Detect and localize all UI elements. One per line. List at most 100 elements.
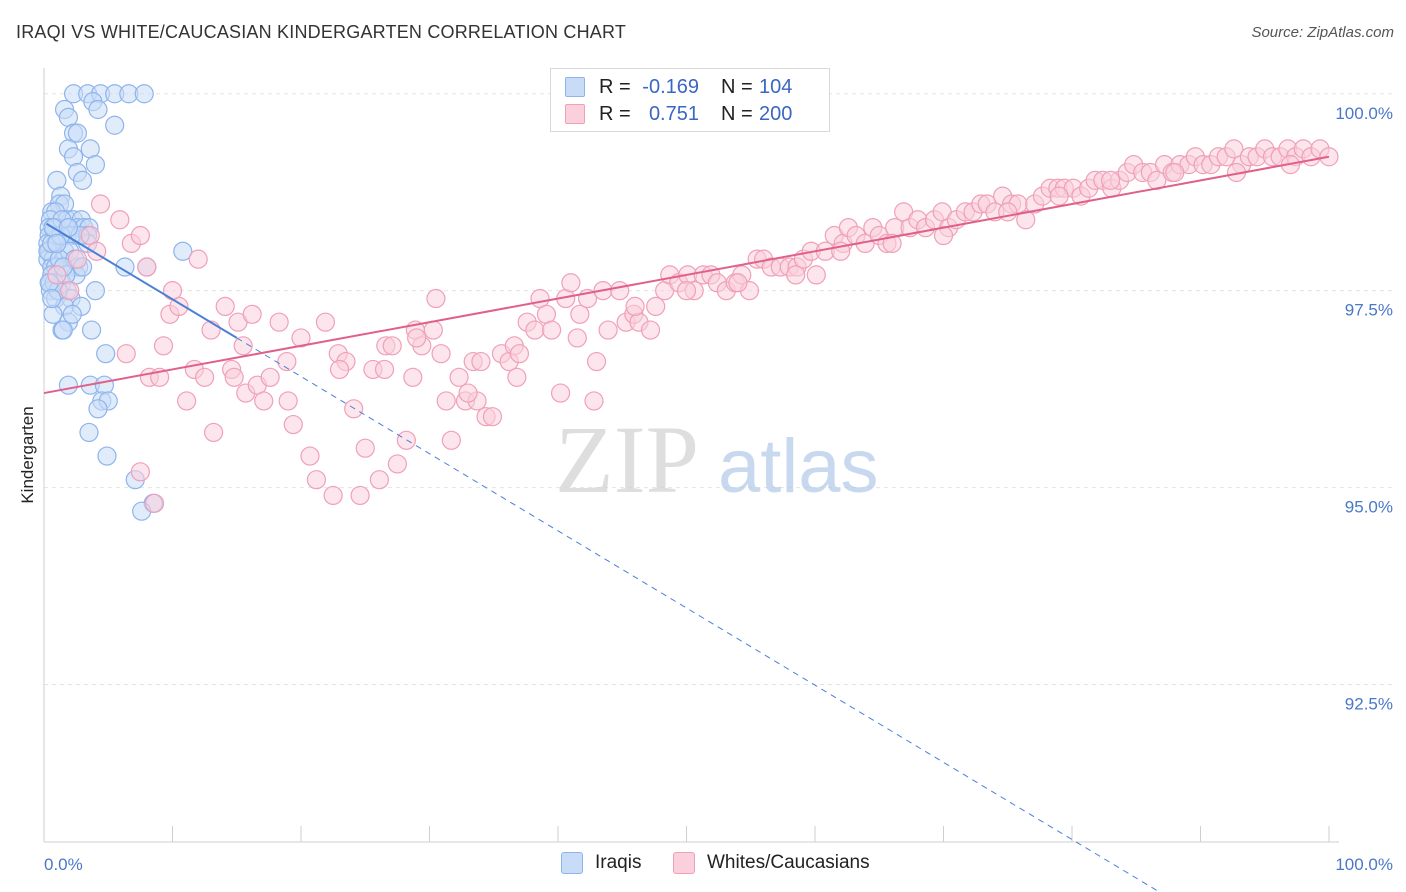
data-point (306, 470, 327, 490)
x-tick-label-min: 0.0% (44, 855, 83, 874)
legend-n-value: 104 (759, 75, 793, 98)
data-point (646, 296, 666, 317)
data-point (79, 422, 99, 443)
legend-n-label: N = (721, 102, 753, 125)
data-point (283, 414, 303, 435)
y-tick-label: 97.5% (1345, 301, 1393, 320)
data-point (130, 225, 150, 246)
data-point (116, 344, 136, 364)
data-point (329, 359, 350, 380)
data-point (315, 312, 336, 332)
data-point (97, 446, 117, 466)
series-iraqis (38, 84, 193, 521)
axes-layer (43, 68, 1339, 843)
data-point (407, 328, 427, 348)
data-point (350, 485, 370, 506)
data-point (254, 391, 274, 411)
data-point (806, 265, 826, 285)
data-point (81, 320, 102, 340)
data-point (1165, 162, 1185, 183)
data-point (134, 84, 154, 104)
bottom-legend-label-iraqis: Iraqis (595, 852, 642, 873)
data-point (374, 359, 395, 380)
data-point (67, 249, 88, 269)
data-point (561, 273, 581, 293)
data-point (541, 320, 562, 340)
y-tick-label: 95.0% (1345, 498, 1393, 517)
data-point (728, 273, 748, 293)
data-point (1016, 210, 1036, 230)
data-point (242, 304, 262, 324)
correlation-legend: R = -0.169 N = 104 R = 0.751 N = 200 (550, 68, 830, 132)
data-point (507, 367, 527, 387)
data-point (449, 367, 469, 387)
data-point (85, 281, 106, 301)
iraqis-trend-line (46, 222, 238, 339)
data-point (201, 320, 221, 340)
y-tick-label: 100.0% (1335, 104, 1393, 123)
ticklabel-layer: 100.0% 97.5% 95.0% 92.5% 0.0% 100.0% (44, 104, 1393, 874)
data-point (94, 375, 114, 395)
data-point (1224, 139, 1244, 159)
data-point (550, 383, 571, 403)
data-point (1100, 170, 1121, 190)
data-point (110, 210, 130, 230)
data-point (153, 336, 174, 356)
legend-row-whites: R = 0.751 N = 200 (565, 102, 792, 126)
data-point (47, 265, 67, 285)
data-point (277, 351, 297, 372)
data-point (173, 241, 193, 261)
data-point (224, 367, 244, 387)
data-point (47, 170, 67, 190)
legend-swatch-iraqis (565, 77, 585, 97)
data-point (933, 225, 954, 246)
chart-source: Source: ZipAtlas.com (1251, 24, 1394, 41)
legend-swatch-whites (565, 104, 585, 124)
y-tick-label: 92.5% (1345, 694, 1393, 713)
iraqis-trend-extension (236, 337, 1161, 892)
data-point (72, 170, 93, 190)
data-point (144, 493, 165, 513)
data-point (355, 438, 375, 458)
data-point (570, 304, 590, 324)
legend-row-iraqis: R = -0.169 N = 104 (565, 75, 792, 99)
data-point (441, 430, 461, 450)
chart-title: IRAQI VS WHITE/CAUCASIAN KINDERGARTEN CO… (16, 22, 627, 42)
data-point (195, 367, 215, 387)
legend-n-label: N = (721, 75, 753, 98)
data-point (63, 147, 84, 167)
data-point (482, 407, 503, 427)
data-point (105, 115, 125, 135)
data-point (640, 320, 661, 340)
data-point (88, 99, 108, 120)
data-point (387, 454, 407, 474)
trend-layer (43, 155, 1330, 892)
data-point (436, 391, 456, 411)
data-point (1049, 186, 1069, 206)
data-point (471, 351, 491, 372)
data-point (188, 249, 208, 269)
data-point (215, 296, 235, 317)
data-point (426, 288, 446, 309)
legend-r-label: R = (599, 75, 631, 98)
data-point (509, 344, 530, 364)
bottom-legend-iraqis: Iraqis (561, 852, 641, 874)
data-point (42, 288, 62, 309)
data-point (610, 281, 630, 301)
data-point (204, 422, 224, 443)
data-point (90, 194, 111, 214)
data-point (344, 399, 364, 419)
data-point (369, 470, 389, 490)
data-point (431, 344, 451, 364)
bottom-legend-label-whites: Whites/Caucasians (707, 852, 870, 873)
data-point (291, 328, 311, 348)
data-point (584, 391, 604, 411)
legend-n-value: 200 (759, 102, 793, 125)
watermark-zip: ZIP (555, 406, 699, 513)
data-point (47, 233, 67, 254)
data-point (300, 446, 320, 466)
bottom-legend-swatch-iraqis (561, 852, 583, 874)
watermark-atlas: atlas (718, 424, 879, 509)
data-point (62, 304, 82, 324)
